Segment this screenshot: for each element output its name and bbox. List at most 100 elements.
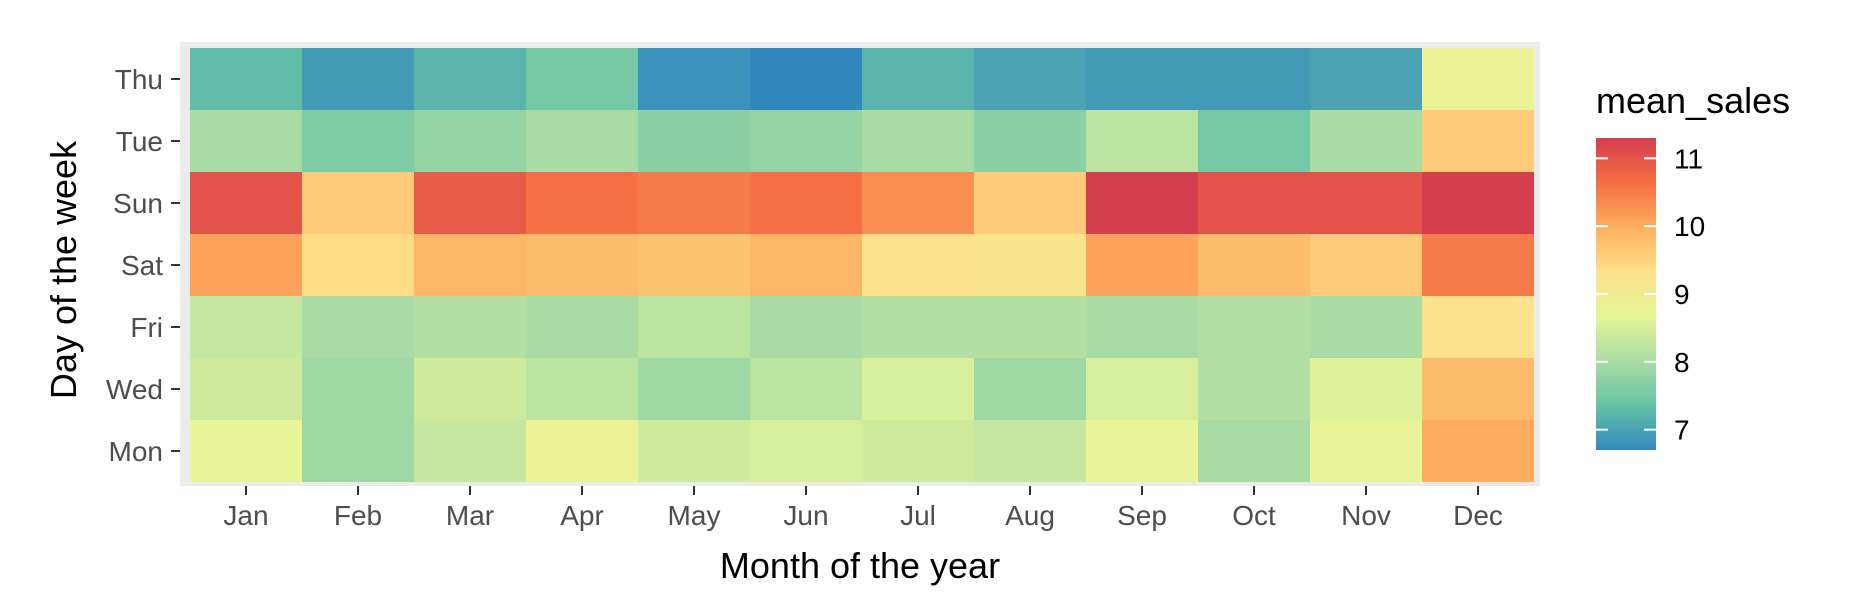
x-tick-label-may: May xyxy=(668,500,721,531)
heatmap-cell-sat-jan xyxy=(190,234,302,296)
heatmap-cell-fri-sep xyxy=(1086,296,1198,358)
x-tick-label-sep: Sep xyxy=(1117,500,1167,531)
x-tick-label-feb: Feb xyxy=(334,500,382,531)
heatmap-cell-sun-oct xyxy=(1198,172,1310,234)
legend-title: mean_sales xyxy=(1596,80,1790,121)
heatmap-cell-fri-nov xyxy=(1310,296,1422,358)
heatmap-cell-mon-jan xyxy=(190,420,302,482)
x-tick-label-jan: Jan xyxy=(223,500,268,531)
heatmap-cell-fri-apr xyxy=(526,296,638,358)
heatmap-cell-thu-sep xyxy=(1086,48,1198,110)
y-tick-label-thu: Thu xyxy=(115,64,163,95)
heatmap-cell-mon-jul xyxy=(862,420,974,482)
heatmap-cell-thu-aug xyxy=(974,48,1086,110)
heatmap-cell-mon-nov xyxy=(1310,420,1422,482)
x-tick-label-aug: Aug xyxy=(1005,500,1055,531)
heatmap-cell-thu-nov xyxy=(1310,48,1422,110)
heatmap-cell-fri-mar xyxy=(414,296,526,358)
heatmap-cell-thu-may xyxy=(638,48,750,110)
legend-tick-label: 9 xyxy=(1674,279,1690,310)
heatmap-cell-sat-sep xyxy=(1086,234,1198,296)
heatmap-cell-mon-mar xyxy=(414,420,526,482)
x-axis: Jan Feb Mar Apr May Jun Jul Aug Sep Oct Nov Dec xyxy=(223,486,1503,531)
y-tick-label-tue: Tue xyxy=(116,126,163,157)
heatmap-cell-wed-aug xyxy=(974,358,1086,420)
heatmap-cell-fri-aug xyxy=(974,296,1086,358)
heatmap-cell-sun-may xyxy=(638,172,750,234)
legend-tick-label: 10 xyxy=(1674,211,1705,242)
heatmap-cell-sun-jul xyxy=(862,172,974,234)
heatmap-cell-sat-jul xyxy=(862,234,974,296)
heatmap-cell-fri-may xyxy=(638,296,750,358)
legend-tick-label: 11 xyxy=(1674,143,1703,174)
heatmap-cell-tue-mar xyxy=(414,110,526,172)
heatmap-cell-thu-jul xyxy=(862,48,974,110)
y-tick-label-sun: Sun xyxy=(113,188,163,219)
heatmap-cell-wed-nov xyxy=(1310,358,1422,420)
heatmap-cell-tue-sep xyxy=(1086,110,1198,172)
heatmap-cell-fri-oct xyxy=(1198,296,1310,358)
legend-tick-label: 7 xyxy=(1674,415,1690,446)
heatmap-cell-wed-jun xyxy=(750,358,862,420)
heatmap-cell-thu-apr xyxy=(526,48,638,110)
heatmap-cell-thu-jan xyxy=(190,48,302,110)
heatmap-cell-tue-jan xyxy=(190,110,302,172)
heatmap-cell-tue-aug xyxy=(974,110,1086,172)
heatmap-cell-wed-jan xyxy=(190,358,302,420)
heatmap-cell-sat-nov xyxy=(1310,234,1422,296)
heatmap-cell-sat-aug xyxy=(974,234,1086,296)
heatmap-cell-tue-dec xyxy=(1422,110,1534,172)
heatmap-cell-sat-apr xyxy=(526,234,638,296)
y-tick-label-fri: Fri xyxy=(130,312,163,343)
heatmap-cell-sun-feb xyxy=(302,172,414,234)
x-tick-label-apr: Apr xyxy=(560,500,604,531)
heatmap-cell-fri-feb xyxy=(302,296,414,358)
heatmap-cell-thu-oct xyxy=(1198,48,1310,110)
heatmap-cell-fri-jan xyxy=(190,296,302,358)
heatmap-cell-sun-dec xyxy=(1422,172,1534,234)
heatmap-cell-thu-jun xyxy=(750,48,862,110)
heatmap-cell-sun-nov xyxy=(1310,172,1422,234)
heatmap-cell-mon-dec xyxy=(1422,420,1534,482)
x-tick-label-nov: Nov xyxy=(1341,500,1391,531)
heatmap-cell-mon-feb xyxy=(302,420,414,482)
heatmap-cell-mon-aug xyxy=(974,420,1086,482)
color-legend: mean_sales 7 8 9 10 11 xyxy=(1596,80,1790,450)
y-axis-title: Day of the week xyxy=(43,140,84,399)
heatmap-cell-fri-dec xyxy=(1422,296,1534,358)
heatmap-cell-mon-sep xyxy=(1086,420,1198,482)
heatmap-cell-tue-feb xyxy=(302,110,414,172)
heatmap-cell-sat-may xyxy=(638,234,750,296)
heatmap-cell-mon-apr xyxy=(526,420,638,482)
heatmap-cell-fri-jun xyxy=(750,296,862,358)
heatmap-cell-mon-jun xyxy=(750,420,862,482)
heatmap-cell-mon-may xyxy=(638,420,750,482)
heatmap-cell-sun-jan xyxy=(190,172,302,234)
heatmap-cell-tue-may xyxy=(638,110,750,172)
heatmap-cell-sat-jun xyxy=(750,234,862,296)
heatmap-cell-wed-may xyxy=(638,358,750,420)
heatmap-cell-wed-oct xyxy=(1198,358,1310,420)
x-tick-label-mar: Mar xyxy=(446,500,494,531)
y-tick-label-wed: Wed xyxy=(106,374,163,405)
legend-ticks: 7 8 9 10 11 xyxy=(1596,143,1705,446)
x-tick-label-oct: Oct xyxy=(1232,500,1276,531)
x-tick-label-jul: Jul xyxy=(900,500,936,531)
heatmap-cell-thu-dec xyxy=(1422,48,1534,110)
heatmap-cell-wed-apr xyxy=(526,358,638,420)
heatmap-cell-thu-feb xyxy=(302,48,414,110)
heatmap-cell-sun-aug xyxy=(974,172,1086,234)
heatmap-cell-wed-feb xyxy=(302,358,414,420)
heatmap-cell-tue-jun xyxy=(750,110,862,172)
heatmap-cells xyxy=(190,48,1534,482)
x-tick-label-jun: Jun xyxy=(783,500,828,531)
heatmap-cell-wed-jul xyxy=(862,358,974,420)
heatmap-cell-sun-sep xyxy=(1086,172,1198,234)
heatmap-cell-sun-mar xyxy=(414,172,526,234)
heatmap-cell-tue-jul xyxy=(862,110,974,172)
heatmap-cell-tue-nov xyxy=(1310,110,1422,172)
y-tick-label-sat: Sat xyxy=(121,250,163,281)
heatmap-cell-wed-mar xyxy=(414,358,526,420)
heatmap-cell-sat-dec xyxy=(1422,234,1534,296)
